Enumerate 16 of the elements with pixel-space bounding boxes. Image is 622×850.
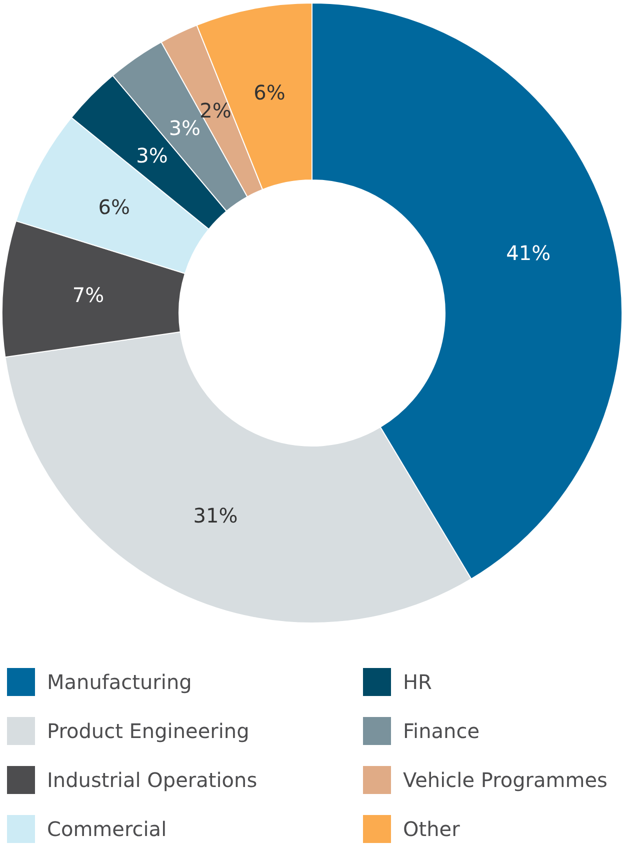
data-label: 7% [72, 283, 104, 308]
legend-label: Product Engineering [47, 719, 250, 743]
legend-label: Other [403, 817, 461, 841]
data-label: 41% [506, 241, 551, 266]
legend-label: Industrial Operations [47, 768, 258, 792]
data-label: 3% [168, 116, 201, 140]
data-label: 2% [200, 98, 232, 122]
data-label: 3% [136, 144, 168, 168]
data-label: 6% [254, 80, 286, 105]
legend-label: Vehicle Programmes [403, 768, 608, 792]
data-label: 6% [98, 194, 130, 219]
legend-label: Commercial [47, 817, 167, 841]
data-label: 31% [193, 504, 238, 528]
legend-label: Finance [403, 719, 480, 743]
legend-label: HR [403, 670, 432, 694]
legend-label: Manufacturing [47, 670, 192, 694]
